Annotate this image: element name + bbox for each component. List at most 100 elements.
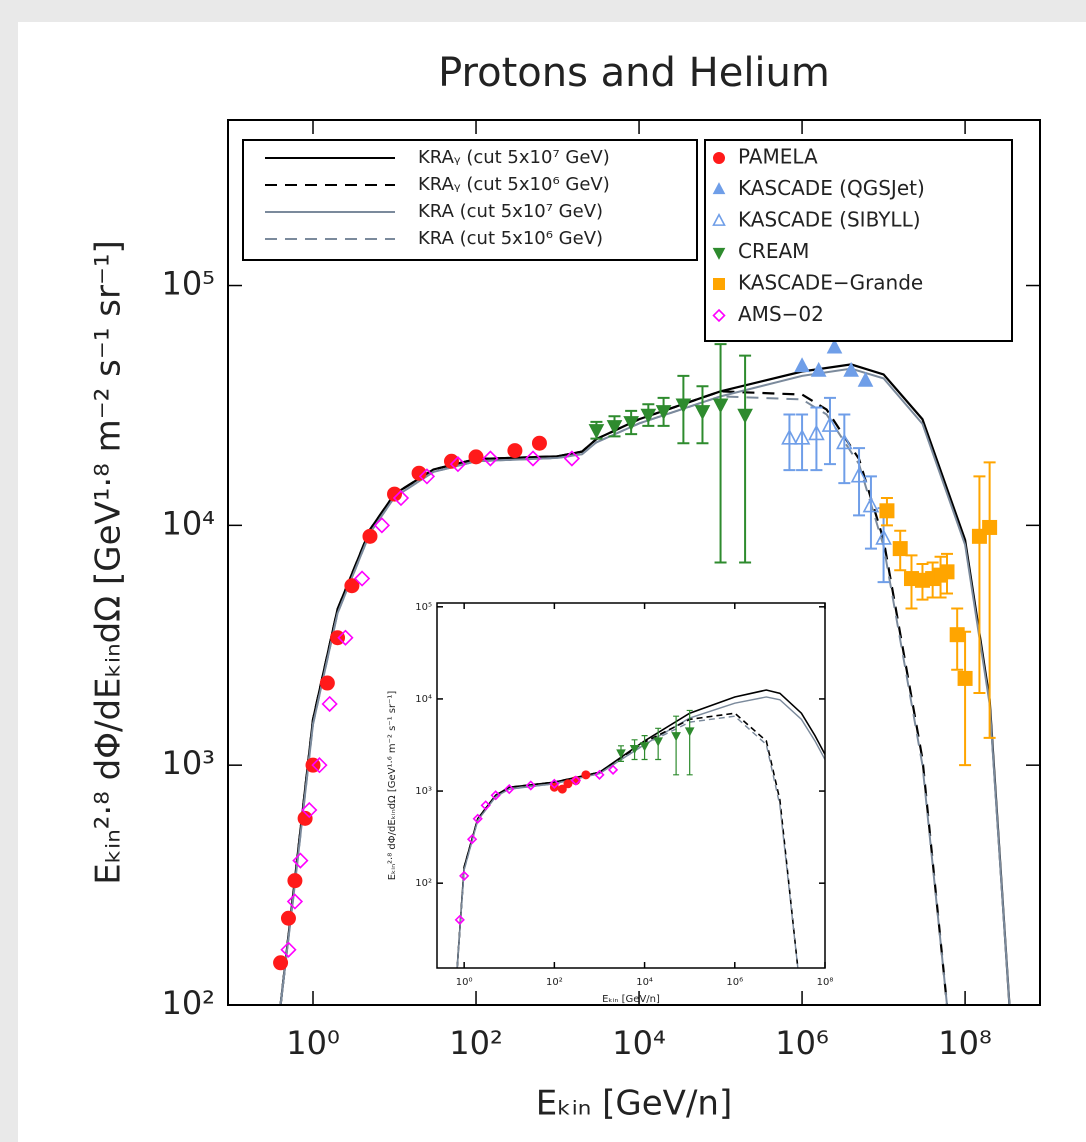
error-bar bbox=[983, 461, 996, 739]
series-line bbox=[279, 363, 1011, 1005]
legend-box bbox=[242, 139, 698, 261]
y-tick-label: 10⁵ bbox=[415, 602, 432, 613]
marker bbox=[468, 449, 484, 465]
marker bbox=[857, 371, 874, 387]
marker bbox=[712, 247, 726, 260]
y-tick-label: 10² bbox=[161, 984, 215, 1022]
marker bbox=[443, 453, 459, 469]
marker bbox=[411, 465, 427, 481]
marker bbox=[713, 278, 725, 290]
marker bbox=[629, 744, 640, 755]
error-bar bbox=[796, 413, 809, 472]
marker bbox=[793, 428, 811, 445]
marker bbox=[684, 727, 695, 737]
marker bbox=[781, 428, 798, 445]
marker bbox=[337, 629, 354, 646]
marker bbox=[712, 182, 726, 195]
x-tick-label: 10⁸ bbox=[817, 977, 834, 988]
legend-label: KRA (cut 5x10⁷ GeV) bbox=[418, 201, 603, 222]
marker bbox=[675, 398, 692, 414]
marker bbox=[373, 517, 391, 534]
marker bbox=[655, 405, 672, 421]
marker bbox=[472, 813, 483, 824]
x-tick-label: 10⁶ bbox=[775, 1024, 829, 1062]
marker bbox=[563, 450, 581, 467]
marker bbox=[810, 361, 827, 377]
error-bar bbox=[783, 413, 796, 472]
marker bbox=[344, 578, 360, 594]
marker bbox=[713, 152, 725, 164]
marker bbox=[640, 408, 657, 424]
series-line bbox=[456, 712, 799, 968]
marker bbox=[454, 914, 465, 925]
plot-area bbox=[273, 338, 1011, 1005]
marker bbox=[949, 627, 965, 643]
marker bbox=[794, 357, 810, 373]
legend-label: AMS−02 bbox=[738, 302, 824, 326]
legend-label: KRA (cut 5x10⁶ GeV) bbox=[418, 228, 603, 249]
marker bbox=[607, 764, 619, 775]
marker bbox=[892, 541, 908, 557]
marker bbox=[286, 893, 304, 910]
marker bbox=[418, 468, 436, 485]
x-tick-label: 10⁶ bbox=[726, 977, 743, 988]
marker bbox=[557, 784, 567, 794]
marker bbox=[490, 790, 501, 801]
marker bbox=[563, 779, 573, 789]
x-tick-label: 10⁰ bbox=[456, 977, 473, 988]
x-tick-label: 10⁰ bbox=[286, 1024, 340, 1062]
marker bbox=[836, 433, 853, 450]
x-tick-label: 10² bbox=[546, 977, 563, 988]
marker bbox=[875, 528, 892, 545]
marker bbox=[594, 769, 605, 780]
y-axis-label: Eₖᵢₙ²·⁸ dΦ/dEₖᵢₙdΩ [GeV¹·⁶ m⁻² s⁻¹ sr⁻¹] bbox=[387, 691, 398, 881]
legend-label: PAMELA bbox=[738, 145, 818, 169]
marker bbox=[297, 810, 313, 826]
marker bbox=[879, 503, 895, 519]
marker bbox=[273, 955, 289, 971]
x-tick-label: 10⁴ bbox=[636, 977, 653, 988]
marker bbox=[280, 941, 297, 958]
legend-label: KASCADE (QGSJet) bbox=[738, 176, 925, 200]
marker bbox=[808, 424, 825, 441]
legend-label: KRAᵧ (cut 5x10⁶ GeV) bbox=[418, 174, 610, 195]
error-bar bbox=[739, 354, 752, 564]
y-axis-label: Eₖᵢₙ²·⁸ dΦ/dEₖᵢₙdΩ [GeV¹·⁸ m⁻² s⁻¹ sr⁻¹] bbox=[89, 240, 129, 885]
marker bbox=[639, 742, 650, 752]
marker bbox=[862, 496, 880, 513]
y-tick-label: 10³ bbox=[415, 786, 432, 797]
error-bar bbox=[714, 343, 727, 564]
marker bbox=[671, 732, 681, 742]
marker bbox=[482, 450, 499, 467]
marker bbox=[588, 424, 605, 440]
y-tick-label: 10⁴ bbox=[415, 694, 432, 705]
legend-box bbox=[704, 139, 1013, 342]
error-bar bbox=[973, 475, 986, 694]
plot-area bbox=[454, 689, 825, 968]
error-bar bbox=[959, 630, 972, 767]
marker bbox=[531, 435, 547, 451]
marker bbox=[570, 775, 582, 786]
marker bbox=[525, 780, 536, 791]
marker bbox=[504, 783, 515, 795]
y-tick-label: 10⁵ bbox=[161, 265, 215, 303]
plot-frame bbox=[436, 602, 826, 969]
marker bbox=[694, 405, 711, 421]
x-tick-label: 10⁴ bbox=[612, 1024, 666, 1062]
marker bbox=[957, 670, 973, 686]
marker bbox=[321, 695, 338, 713]
marker bbox=[616, 749, 626, 759]
x-tick-label: 10² bbox=[449, 1024, 503, 1062]
marker bbox=[623, 416, 639, 432]
marker bbox=[712, 398, 729, 414]
marker bbox=[826, 338, 843, 354]
marker bbox=[549, 778, 560, 789]
chart-title: Protons and Helium bbox=[438, 50, 830, 96]
marker bbox=[466, 834, 478, 845]
marker bbox=[982, 519, 998, 535]
inset-background bbox=[437, 603, 825, 968]
marker bbox=[850, 466, 868, 483]
marker bbox=[311, 757, 328, 774]
plot-frame bbox=[227, 119, 1041, 1006]
